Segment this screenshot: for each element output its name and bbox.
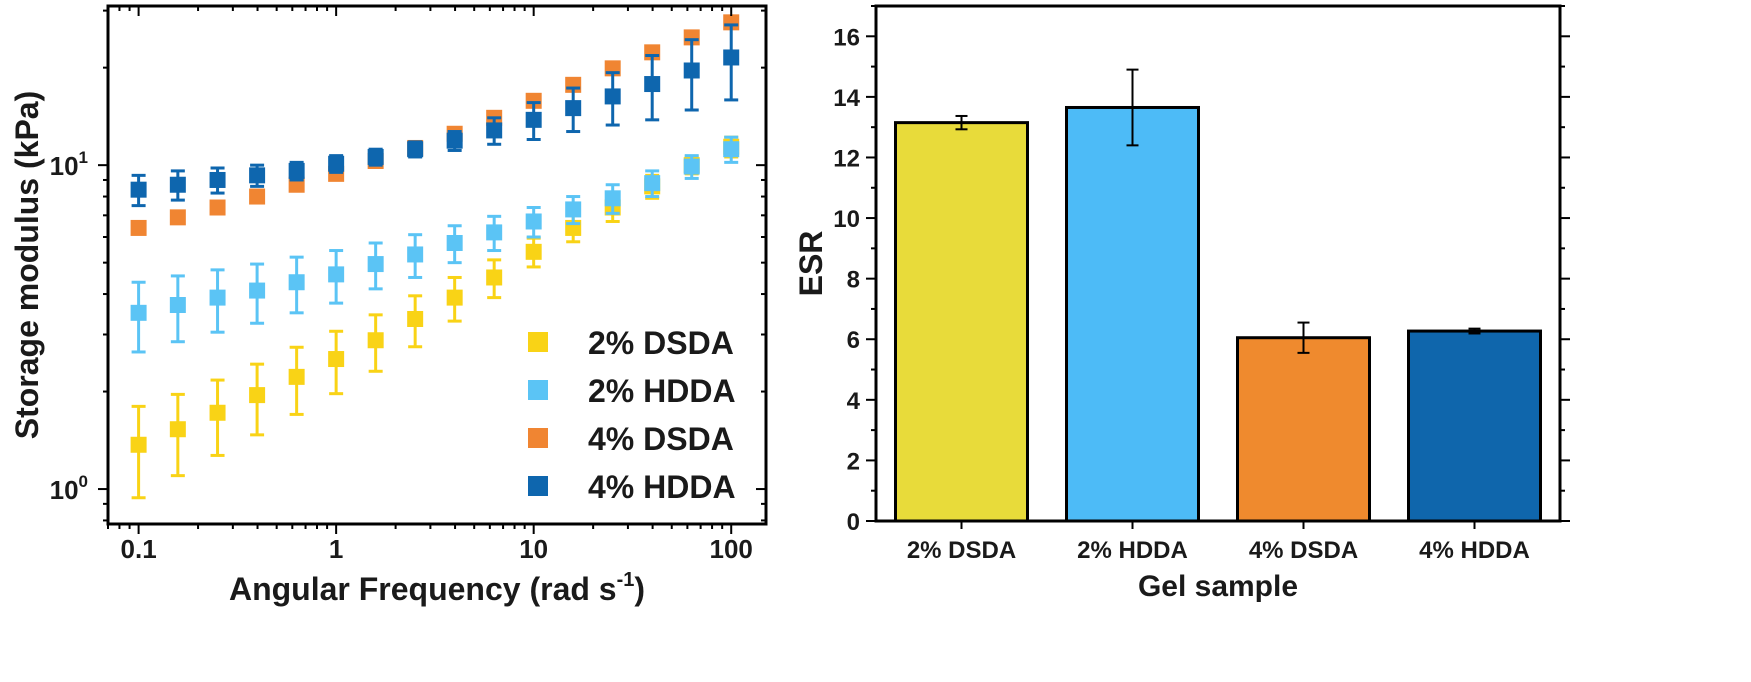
data-point [130,219,147,236]
data-point [249,387,266,404]
y-axis-title: Storage modulus (kPa) [9,91,45,440]
x-tick-label: 2% DSDA [907,537,1016,564]
data-point [288,274,305,291]
y-tick-label: 101 [50,148,88,181]
data-point [486,122,503,139]
data-point [446,132,463,149]
data-point [328,351,345,368]
data-point [288,162,305,179]
data-point [367,256,384,273]
legend-label: 2% HDDA [588,373,736,409]
x-tick-label: 4% DSDA [1249,537,1358,564]
data-point [604,190,621,207]
bar-2-dsda [894,121,1029,523]
legend-marker [528,476,548,496]
y-tick-label: 14 [833,85,860,112]
data-point [209,199,226,216]
data-point [209,289,226,306]
esr-bar-chart: 2% DSDA 2% HDDA 4% DSDA 4% HDDA 0 2 4 6 8 10 12 14 1… [793,4,1570,603]
data-point [525,243,542,260]
plot-frame [874,4,1562,523]
legend-label: 4% DSDA [588,421,734,457]
data-point [565,201,582,218]
series-2-hdda [130,135,740,354]
x-tick-label: 1 [329,534,343,564]
legend-label: 4% HDDA [588,469,736,505]
data-point [249,188,266,205]
data-point [407,310,424,327]
legend-marker [528,332,548,352]
data-point [169,176,186,193]
bar-2-hdda [1065,105,1200,523]
y-axis-title: ESR [793,231,829,297]
data-point [367,332,384,349]
data-point [328,266,345,283]
data-point [486,269,503,286]
legend: 2% DSDA 2% HDDA 4% DSDA 4% HDDA [528,325,736,505]
legend-marker [528,380,548,400]
y-tick-label: 12 [833,145,860,172]
legend-label: 2% DSDA [588,325,734,361]
y-tick-label: 100 [50,472,88,505]
data-point [130,304,147,321]
y-tick-label: 16 [833,24,860,51]
y-tick-label: 4 [847,388,861,415]
data-point [209,171,226,188]
data-point [407,141,424,158]
data-point [644,76,661,93]
data-point [288,368,305,385]
data-point [328,155,345,172]
data-point [604,88,621,105]
series-4-hdda [130,23,740,208]
data-point [683,158,700,175]
x-tick-label: 4% HDDA [1419,537,1530,564]
data-point [644,175,661,192]
data-point [525,213,542,230]
data-point [169,421,186,438]
data-point [169,209,186,226]
x-tick-label: 10 [519,534,548,564]
x-axis-title: Angular Frequency (rad s-1) [229,569,645,607]
y-tick-label: 6 [847,327,860,354]
data-point [683,62,700,79]
storage-modulus-chart: 0.1 1 10 100 100 101 Angular Frequency (rad s-… [9,4,768,607]
data-point [209,404,226,421]
data-point [130,181,147,198]
data-point [249,167,266,184]
data-point [723,141,740,158]
data-point [525,111,542,128]
data-point [169,297,186,314]
data-point [249,282,266,299]
y-tick-label: 2 [847,448,860,475]
bar-4-hdda [1407,329,1542,523]
data-point [683,29,700,46]
data-point [565,100,582,117]
y-tick-label: 8 [847,267,860,294]
data-point [446,234,463,251]
data-point [525,92,542,109]
bar-4-dsda [1236,336,1371,523]
y-tick-label: 10 [833,206,860,233]
x-tick-label: 100 [710,534,753,564]
legend-marker [528,428,548,448]
data-point [367,148,384,165]
data-point [486,224,503,241]
data-point [130,436,147,453]
x-axis-title: Gel sample [1138,570,1298,603]
data-point [446,289,463,306]
y-tick-label: 0 [847,509,860,536]
x-tick-label: 2% HDDA [1077,537,1188,564]
data-point [723,49,740,66]
series-4-dsda [130,14,740,236]
plot-frame [106,4,768,526]
data-point [407,246,424,263]
x-tick-label: 0.1 [121,534,157,564]
